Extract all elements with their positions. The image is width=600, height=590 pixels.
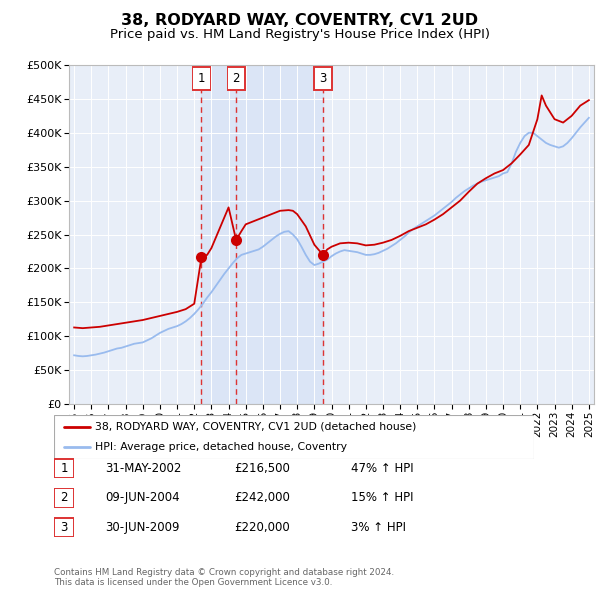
Text: Price paid vs. HM Land Registry's House Price Index (HPI): Price paid vs. HM Land Registry's House …: [110, 28, 490, 41]
Text: 3: 3: [319, 72, 326, 85]
Text: 3% ↑ HPI: 3% ↑ HPI: [351, 521, 406, 534]
Text: HPI: Average price, detached house, Coventry: HPI: Average price, detached house, Cove…: [95, 442, 347, 452]
Text: 1: 1: [61, 462, 68, 475]
Bar: [236, 65, 323, 404]
Text: 30-JUN-2009: 30-JUN-2009: [105, 521, 179, 534]
Bar: [202, 65, 236, 404]
Text: 31-MAY-2002: 31-MAY-2002: [105, 462, 181, 475]
FancyBboxPatch shape: [314, 67, 332, 90]
Text: 47% ↑ HPI: 47% ↑ HPI: [351, 462, 413, 475]
Text: 09-JUN-2004: 09-JUN-2004: [105, 491, 179, 504]
Text: 38, RODYARD WAY, COVENTRY, CV1 2UD (detached house): 38, RODYARD WAY, COVENTRY, CV1 2UD (deta…: [95, 422, 416, 432]
Text: 3: 3: [61, 521, 68, 534]
Text: £242,000: £242,000: [234, 491, 290, 504]
Text: £220,000: £220,000: [234, 521, 290, 534]
Text: 38, RODYARD WAY, COVENTRY, CV1 2UD: 38, RODYARD WAY, COVENTRY, CV1 2UD: [121, 13, 479, 28]
Text: 2: 2: [61, 491, 68, 504]
Text: Contains HM Land Registry data © Crown copyright and database right 2024.
This d: Contains HM Land Registry data © Crown c…: [54, 568, 394, 587]
Text: 1: 1: [198, 72, 205, 85]
Text: 15% ↑ HPI: 15% ↑ HPI: [351, 491, 413, 504]
FancyBboxPatch shape: [55, 518, 74, 537]
FancyBboxPatch shape: [192, 67, 211, 90]
FancyBboxPatch shape: [227, 67, 245, 90]
FancyBboxPatch shape: [55, 489, 74, 507]
Text: £216,500: £216,500: [234, 462, 290, 475]
Text: 2: 2: [232, 72, 240, 85]
FancyBboxPatch shape: [55, 459, 74, 478]
FancyBboxPatch shape: [54, 415, 534, 459]
